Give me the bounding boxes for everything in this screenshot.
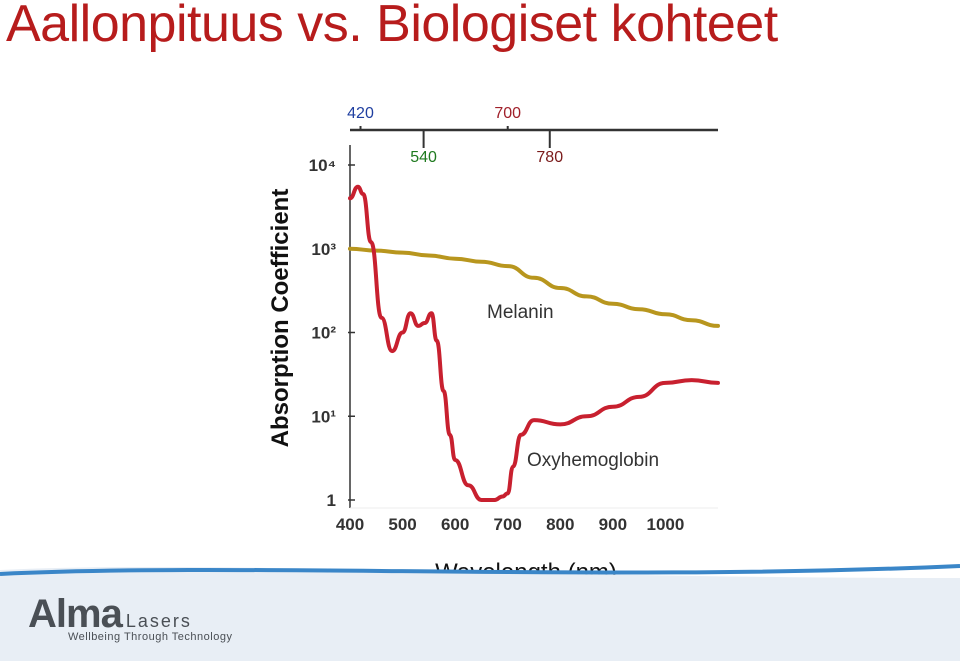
x-tick-label: 400 (336, 515, 364, 534)
logo-brand: Alma (28, 592, 123, 636)
wavelength-marker-label: 420 (347, 105, 374, 122)
y-tick-label: 10¹ (311, 407, 336, 426)
y-axis-title: Absorption Coefficient (267, 189, 294, 448)
x-tick-label: 600 (441, 515, 469, 534)
x-tick-label: 500 (388, 515, 416, 534)
series-label-melanin: Melanin (487, 302, 554, 323)
wavelength-marker-label: 780 (536, 149, 563, 166)
slide-title: Aallonpituus vs. Biologiset kohteet (6, 0, 778, 53)
y-tick-label: 1 (327, 491, 336, 510)
chart-series-layer (348, 184, 720, 503)
logo-lasers: Lasers (125, 611, 192, 631)
company-logo: Alma Lasers (28, 592, 192, 637)
x-tick-label: 1000 (647, 515, 685, 534)
series-label-oxyhemoglobin: Oxyhemoglobin (527, 450, 659, 471)
series-line-melanin (348, 246, 720, 328)
y-tick-label: 10² (311, 324, 336, 343)
series-line-oxyhemoglobin (348, 184, 720, 503)
footer-swoosh (0, 564, 960, 661)
y-tick-label: 10³ (311, 240, 336, 259)
wavelength-marker-label: 540 (410, 149, 437, 166)
wavelength-marker-label: 700 (494, 105, 521, 122)
x-tick-label: 800 (546, 515, 574, 534)
chart-axes (348, 126, 718, 509)
x-tick-label: 900 (599, 515, 627, 534)
x-tick-label: 700 (494, 515, 522, 534)
chart-labels-layer: 1 10¹ 10² 10³ 10⁴ 400 500 600 700 800 900 1000 420 54… (267, 105, 684, 586)
footer-swoosh-light (0, 566, 960, 661)
footer-swoosh-blue (0, 564, 960, 576)
logo-tagline: Wellbeing Through Technology (68, 631, 233, 643)
y-tick-label: 10⁴ (309, 156, 336, 175)
